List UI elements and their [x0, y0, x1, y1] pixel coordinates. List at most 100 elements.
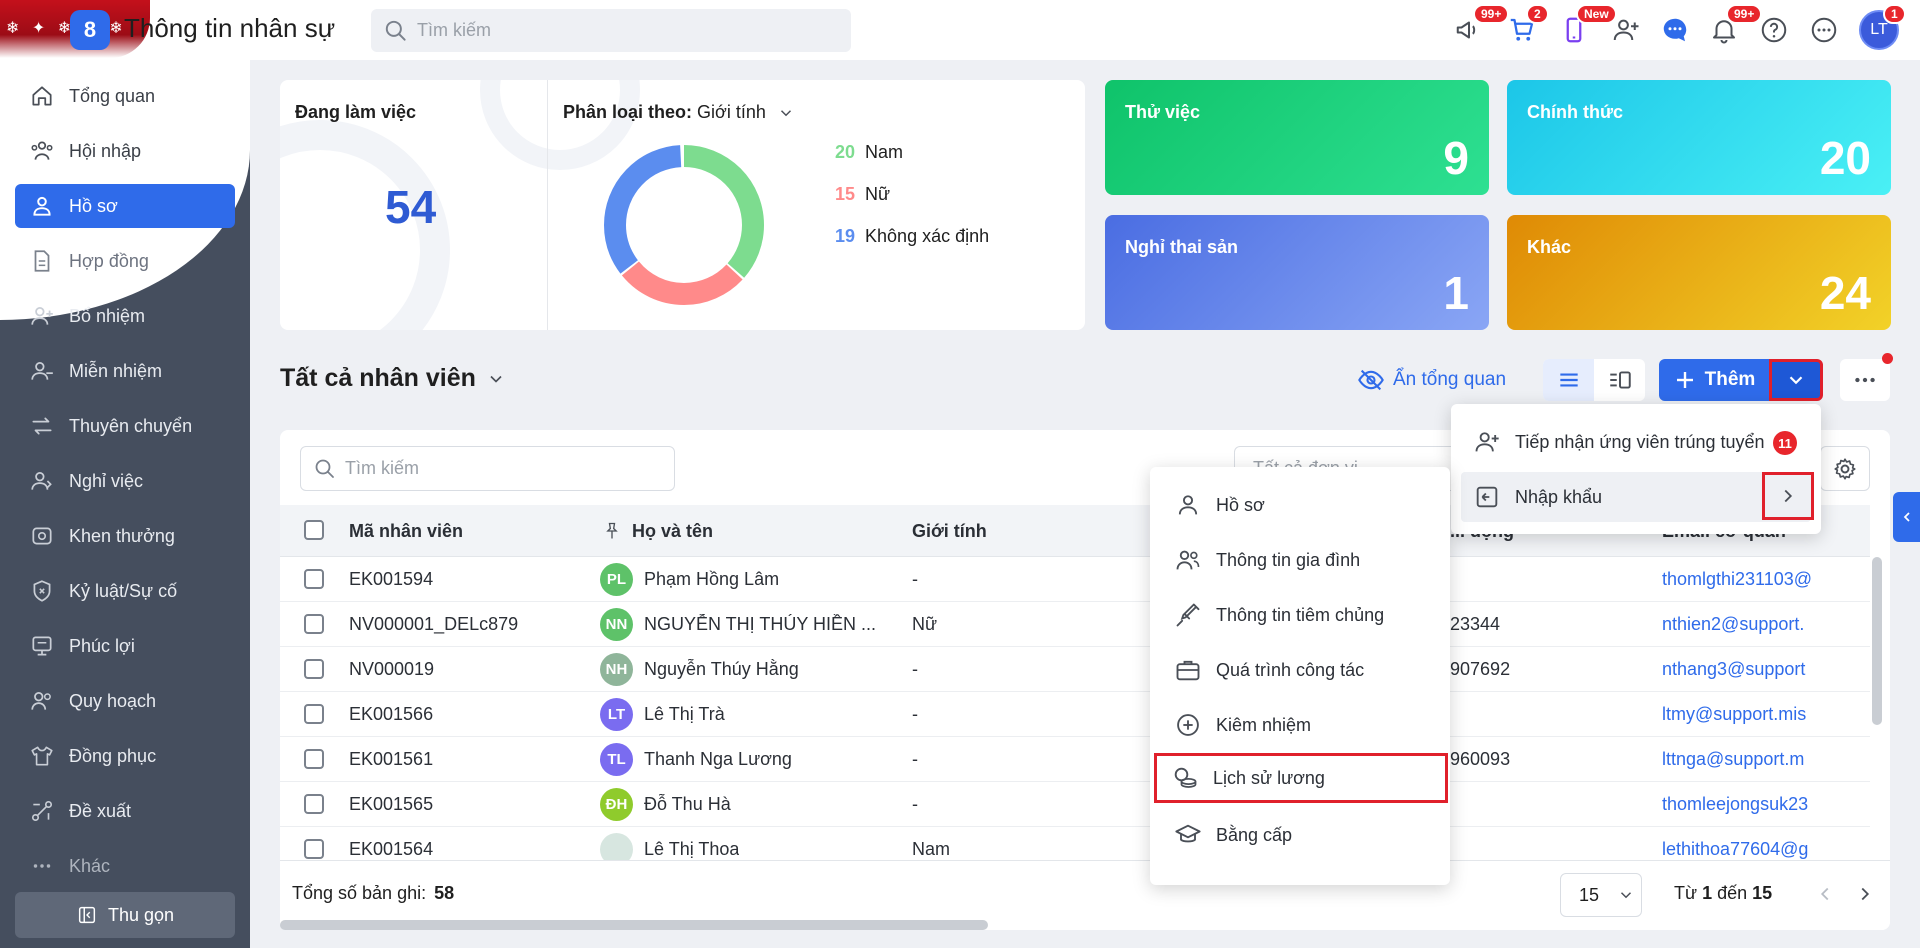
hide-overview-button[interactable]: Ẩn tổng quan	[1357, 366, 1506, 394]
cell-name[interactable]: Phạm Hồng Lâm	[644, 569, 780, 589]
table-row[interactable]: EK001561 TL Thanh Nga Lương - 5960093 lt…	[280, 737, 1870, 782]
cell-email[interactable]: thomleejongsuk23	[1662, 794, 1809, 814]
app-logo-letter: 8	[83, 17, 97, 42]
import-item-family[interactable]: Thông tin gia đình	[1160, 535, 1440, 585]
global-search-input[interactable]: Tìm kiếm	[371, 9, 851, 52]
add-dropdown-toggle[interactable]	[1769, 359, 1823, 401]
row-checkbox[interactable]	[304, 659, 324, 679]
pin-icon[interactable]	[602, 521, 622, 541]
sidebar-item-reward[interactable]: Khen thưởng	[15, 514, 235, 558]
more-actions-button[interactable]	[1840, 359, 1890, 401]
import-submenu-arrow[interactable]	[1762, 472, 1814, 520]
cell-name[interactable]: Lê Thị Trà	[644, 704, 725, 724]
sidebar-item-label: Phúc lợi	[69, 635, 135, 656]
column-header-code[interactable]: Mã nhân viên	[349, 521, 464, 541]
vertical-scrollbar[interactable]	[1872, 557, 1882, 725]
import-item-profile[interactable]: Hồ sơ	[1160, 480, 1440, 530]
classify-selector[interactable]: Phân loại theo: Giới tính	[563, 102, 795, 123]
cell-email[interactable]: nthien2@support.	[1662, 614, 1805, 634]
import-item-label: Kiêm nhiệm	[1216, 714, 1312, 735]
page-size-select[interactable]: 15	[1560, 873, 1642, 917]
more-apps-button[interactable]	[1806, 12, 1842, 48]
side-panel-toggle[interactable]	[1893, 492, 1920, 542]
menu-item-receive-candidates[interactable]: Tiếp nhận ứng viên trúng tuyển 11	[1461, 417, 1811, 467]
cell-name[interactable]: Lê Thị Thoa	[644, 839, 740, 859]
avatar: LT	[600, 698, 633, 731]
total-records: Tổng số bản ghi: 58	[292, 883, 454, 904]
stat-card-other[interactable]: Khác 24	[1507, 215, 1891, 330]
sidebar-item-proposal[interactable]: Đề xuất	[15, 789, 235, 833]
help-button[interactable]	[1756, 12, 1792, 48]
announcement-button[interactable]: 99+	[1451, 4, 1510, 48]
sidebar-item-resignation[interactable]: Nghỉ việc	[15, 459, 235, 503]
sidebar-item-planning[interactable]: Quy hoạch	[15, 679, 235, 723]
cell-name[interactable]: Nguyễn Thúy Hằng	[644, 659, 799, 679]
next-page-button[interactable]	[1850, 879, 1880, 909]
sidebar-item-benefits[interactable]: Phúc lợi	[15, 624, 235, 668]
row-checkbox[interactable]	[304, 749, 324, 769]
import-item-concurrent[interactable]: Kiêm nhiệm	[1160, 700, 1440, 750]
list-view-button[interactable]	[1543, 359, 1594, 401]
notification-button[interactable]: 99+	[1706, 4, 1763, 48]
menu-item-label: Tiếp nhận ứng viên trúng tuyển	[1515, 431, 1765, 452]
chat-button[interactable]	[1657, 12, 1693, 48]
table-settings-button[interactable]	[1820, 446, 1870, 491]
avatar: ĐH	[600, 788, 633, 821]
cell-email[interactable]: lttnga@support.m	[1662, 749, 1805, 769]
invite-user-button[interactable]	[1608, 12, 1644, 48]
table-row[interactable]: NV000019 NH Nguyễn Thúy Hằng - 3907692 n…	[280, 647, 1870, 692]
previous-page-button[interactable]	[1810, 879, 1840, 909]
column-header-name[interactable]: Họ và tên	[632, 521, 714, 541]
ellipsis-icon	[1855, 377, 1875, 383]
import-item-degree[interactable]: Bằng cấp	[1160, 810, 1440, 860]
sidebar-item-overview[interactable]: Tổng quan	[15, 74, 235, 118]
table-row[interactable]: EK001566 LT Lê Thị Trà - ltmy@support.mi…	[280, 692, 1870, 737]
mobile-app-button[interactable]: New	[1556, 4, 1617, 48]
cell-name[interactable]: Thanh Nga Lương	[644, 749, 792, 769]
sidebar-item-uniform[interactable]: Đồng phục	[15, 734, 235, 778]
cell-name[interactable]: Đỗ Thu Hà	[644, 794, 731, 814]
row-checkbox[interactable]	[304, 794, 324, 814]
sidebar-item-label: Kỷ luật/Sự cố	[69, 580, 178, 601]
app-logo[interactable]: 8	[70, 10, 110, 50]
cell-email[interactable]: lethithoa77604@g	[1662, 839, 1809, 859]
sidebar-item-transfer[interactable]: Thuyên chuyển	[15, 404, 235, 448]
sidebar-item-discipline[interactable]: Kỷ luật/Sự cố	[15, 569, 235, 613]
row-checkbox[interactable]	[304, 569, 324, 589]
stat-card-official[interactable]: Chính thức 20	[1507, 80, 1891, 195]
column-header-gender[interactable]: Giới tính	[912, 521, 987, 541]
table-row[interactable]: EK001594 PL Phạm Hồng Lâm - thomlgthi231…	[280, 557, 1870, 602]
stat-card-maternity[interactable]: Nghỉ thai sản 1	[1105, 215, 1489, 330]
import-item-vaccination[interactable]: Thông tin tiêm chủng	[1160, 590, 1440, 640]
select-all-checkbox[interactable]	[304, 520, 324, 540]
user-avatar[interactable]: LT 1	[1859, 4, 1906, 50]
sidebar-collapse-button[interactable]: Thu gọn	[15, 892, 235, 938]
row-checkbox[interactable]	[304, 614, 324, 634]
cell-email[interactable]: ltmy@support.mis	[1662, 704, 1807, 724]
cell-email[interactable]: thomlgthi231103@	[1662, 569, 1812, 589]
sidebar-item-contract[interactable]: Hợp đồng	[15, 239, 235, 283]
list-title-selector[interactable]: Tất cả nhân viên	[280, 364, 506, 393]
employee-search-input[interactable]: Tìm kiếm	[300, 446, 675, 491]
sidebar-item-onboarding[interactable]: Hội nhập	[15, 129, 235, 173]
cell-name[interactable]: NGUYỄN THỊ THÚY HIỀN ...	[644, 614, 877, 634]
sidebar-item-dismissal[interactable]: Miễn nhiệm	[15, 349, 235, 393]
table-row[interactable]: NV000001_DELc879 NN NGUYỄN THỊ THÚY HIỀN…	[280, 602, 1870, 647]
row-checkbox[interactable]	[304, 839, 324, 859]
import-item-work-history[interactable]: Quá trình công tác	[1160, 645, 1440, 695]
cart-button[interactable]: 2	[1504, 4, 1549, 48]
cell-email[interactable]: nthang3@support	[1662, 659, 1806, 679]
horizontal-scrollbar[interactable]	[280, 920, 988, 930]
sidebar-item-label: Khen thưởng	[69, 525, 175, 546]
menu-item-import[interactable]: Nhập khẩu	[1461, 472, 1811, 522]
split-view-button[interactable]	[1594, 359, 1645, 401]
sidebar-item-other[interactable]: Khác	[15, 844, 235, 888]
sidebar-item-appointment[interactable]: Bổ nhiệm	[15, 294, 235, 338]
table-row[interactable]: EK001565 ĐH Đỗ Thu Hà - thomleejongsuk23	[280, 782, 1870, 827]
row-checkbox[interactable]	[304, 704, 324, 724]
sidebar-item-profile[interactable]: Hồ sơ	[15, 184, 235, 228]
stat-card-title: Chính thức	[1527, 102, 1624, 122]
add-button[interactable]: Thêm	[1659, 359, 1769, 401]
import-item-salary-history[interactable]: Lịch sử lương	[1154, 753, 1448, 803]
stat-card-trial[interactable]: Thử việc 9	[1105, 80, 1489, 195]
